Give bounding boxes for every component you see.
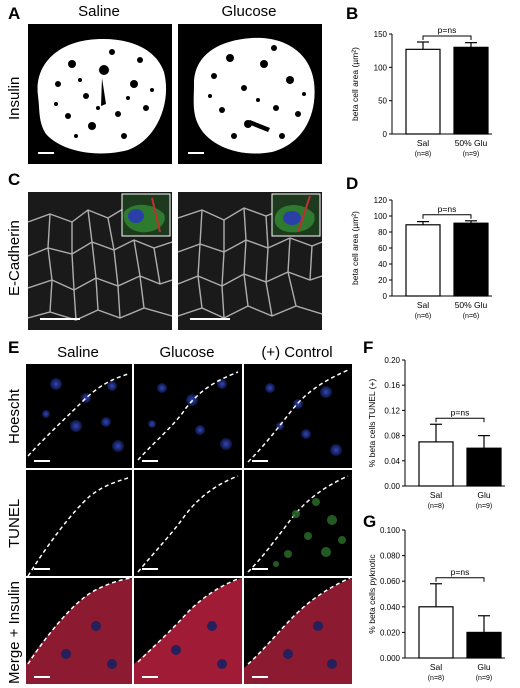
- y-tick-label: 0.16: [384, 381, 400, 390]
- x-category-label: 50% Glu: [455, 138, 488, 148]
- y-tick-label: 100: [374, 63, 388, 72]
- panelE-title-control: (+) Control: [261, 344, 333, 361]
- y-axis-label: % beta cells pyknotic: [367, 554, 377, 634]
- significance-bracket: [435, 417, 485, 423]
- y-tick-label: 120: [374, 196, 388, 205]
- panel-label-e: E: [8, 338, 20, 357]
- y-tick-label: 0: [383, 292, 388, 301]
- y-tick-label: 0.000: [380, 654, 401, 663]
- x-category-label: 50% Glu: [455, 300, 488, 310]
- ecadherin-glucose-image: [178, 192, 322, 330]
- bar-glu: [466, 631, 502, 659]
- x-category-label: Glu: [477, 490, 491, 500]
- x-n-label: (n=6): [415, 313, 432, 320]
- y-tick-label: 60: [378, 244, 387, 253]
- panelE-title-glucose: Glucose: [159, 344, 215, 361]
- y-tick-label: 0.00: [384, 482, 400, 491]
- y-tick-label: 0.20: [384, 356, 400, 365]
- x-n-label: (n=9): [476, 675, 493, 682]
- panelE-row-merge: Merge + Insulin: [6, 581, 23, 684]
- insulin-saline-image: [28, 24, 172, 164]
- y-tick-label: 150: [374, 30, 388, 39]
- x-n-label: (n=9): [476, 503, 493, 510]
- panelA-row-insulin: Insulin: [6, 76, 23, 120]
- panel-label-b: B: [346, 4, 359, 23]
- chart-g: 0.000 0.020 0.040 0.060 0.080 0.100 % beta cel…: [367, 526, 505, 682]
- y-axis-label: beta cell area (µm²): [350, 211, 360, 285]
- hoescht-row: [27, 369, 349, 463]
- bar-50-glu: [453, 222, 489, 297]
- chart-b: 0 50 100 150 beta cell area (µm²) Sal (n=8) 50%…: [350, 25, 492, 158]
- x-category-label: Sal: [417, 138, 429, 148]
- merge-row: [26, 577, 352, 684]
- x-category-label: Sal: [417, 300, 429, 310]
- x-n-label: (n=8): [428, 503, 445, 510]
- panel-label-a: A: [8, 4, 21, 23]
- bar-sal: [405, 224, 441, 297]
- y-tick-label: 0.08: [384, 432, 400, 441]
- y-tick-label: 0.080: [380, 552, 401, 561]
- y-tick-label: 0.100: [380, 526, 401, 535]
- y-tick-label: 80: [378, 228, 387, 237]
- x-n-label: (n=9): [463, 151, 480, 158]
- y-axis-label: % beta cells TUNEL (+): [367, 379, 377, 468]
- tunel-row: [27, 475, 349, 577]
- significance-label: p=ns: [438, 25, 457, 35]
- bar-50-glu: [453, 46, 489, 135]
- y-tick-label: 100: [374, 212, 388, 221]
- panelA-title-saline: Saline: [78, 3, 120, 20]
- y-tick-label: 50: [378, 97, 387, 106]
- y-tick-label: 0: [383, 130, 388, 139]
- bar-sal: [405, 48, 441, 135]
- x-n-label: (n=8): [415, 151, 432, 158]
- significance-label: p=ns: [438, 204, 457, 214]
- panelE-grid: [26, 364, 352, 684]
- panelE-row-tunel: TUNEL: [6, 498, 23, 548]
- insulin-glucose-image: [178, 24, 322, 164]
- y-tick-label: 0.020: [380, 628, 401, 637]
- panelC-row-ecadherin: E-Cadherin: [6, 220, 23, 296]
- panel-label-f: F: [363, 338, 374, 357]
- chart-f: 0.00 0.04 0.08 0.12 0.16 0.20 % beta cells TUN…: [367, 356, 505, 510]
- panelA-title-glucose: Glucose: [221, 3, 277, 20]
- y-tick-label: 0.040: [380, 603, 401, 612]
- x-n-label: (n=6): [463, 313, 480, 320]
- ecadherin-saline-image: [28, 192, 172, 330]
- panelE-title-saline: Saline: [57, 344, 99, 361]
- panel-label-g: G: [363, 512, 377, 531]
- bar-sal: [418, 441, 454, 487]
- significance-bracket: [422, 35, 472, 40]
- chart-d: 0 20 40 60 80 100 120 beta cell area (µm²) Sal (n…: [350, 196, 492, 320]
- y-tick-label: 0.12: [384, 406, 400, 415]
- y-tick-label: 20: [378, 276, 387, 285]
- y-tick-label: 40: [378, 260, 387, 269]
- x-n-label: (n=8): [428, 675, 445, 682]
- x-category-label: Glu: [477, 662, 491, 672]
- significance-bracket: [422, 214, 472, 219]
- y-axis-label: beta cell area (µm²): [350, 47, 360, 121]
- bar-sal: [418, 606, 454, 659]
- significance-label: p=ns: [451, 567, 470, 577]
- panel-label-d: D: [346, 174, 359, 193]
- y-tick-label: 0.04: [384, 457, 400, 466]
- bar-glu: [466, 447, 502, 487]
- significance-label: p=ns: [451, 407, 470, 417]
- y-tick-label: 0.060: [380, 577, 401, 586]
- panel-label-c: C: [8, 170, 21, 189]
- x-category-label: Sal: [430, 490, 442, 500]
- panelE-row-hoescht: Hoescht: [6, 388, 23, 444]
- x-category-label: Sal: [430, 662, 442, 672]
- significance-bracket: [435, 577, 485, 582]
